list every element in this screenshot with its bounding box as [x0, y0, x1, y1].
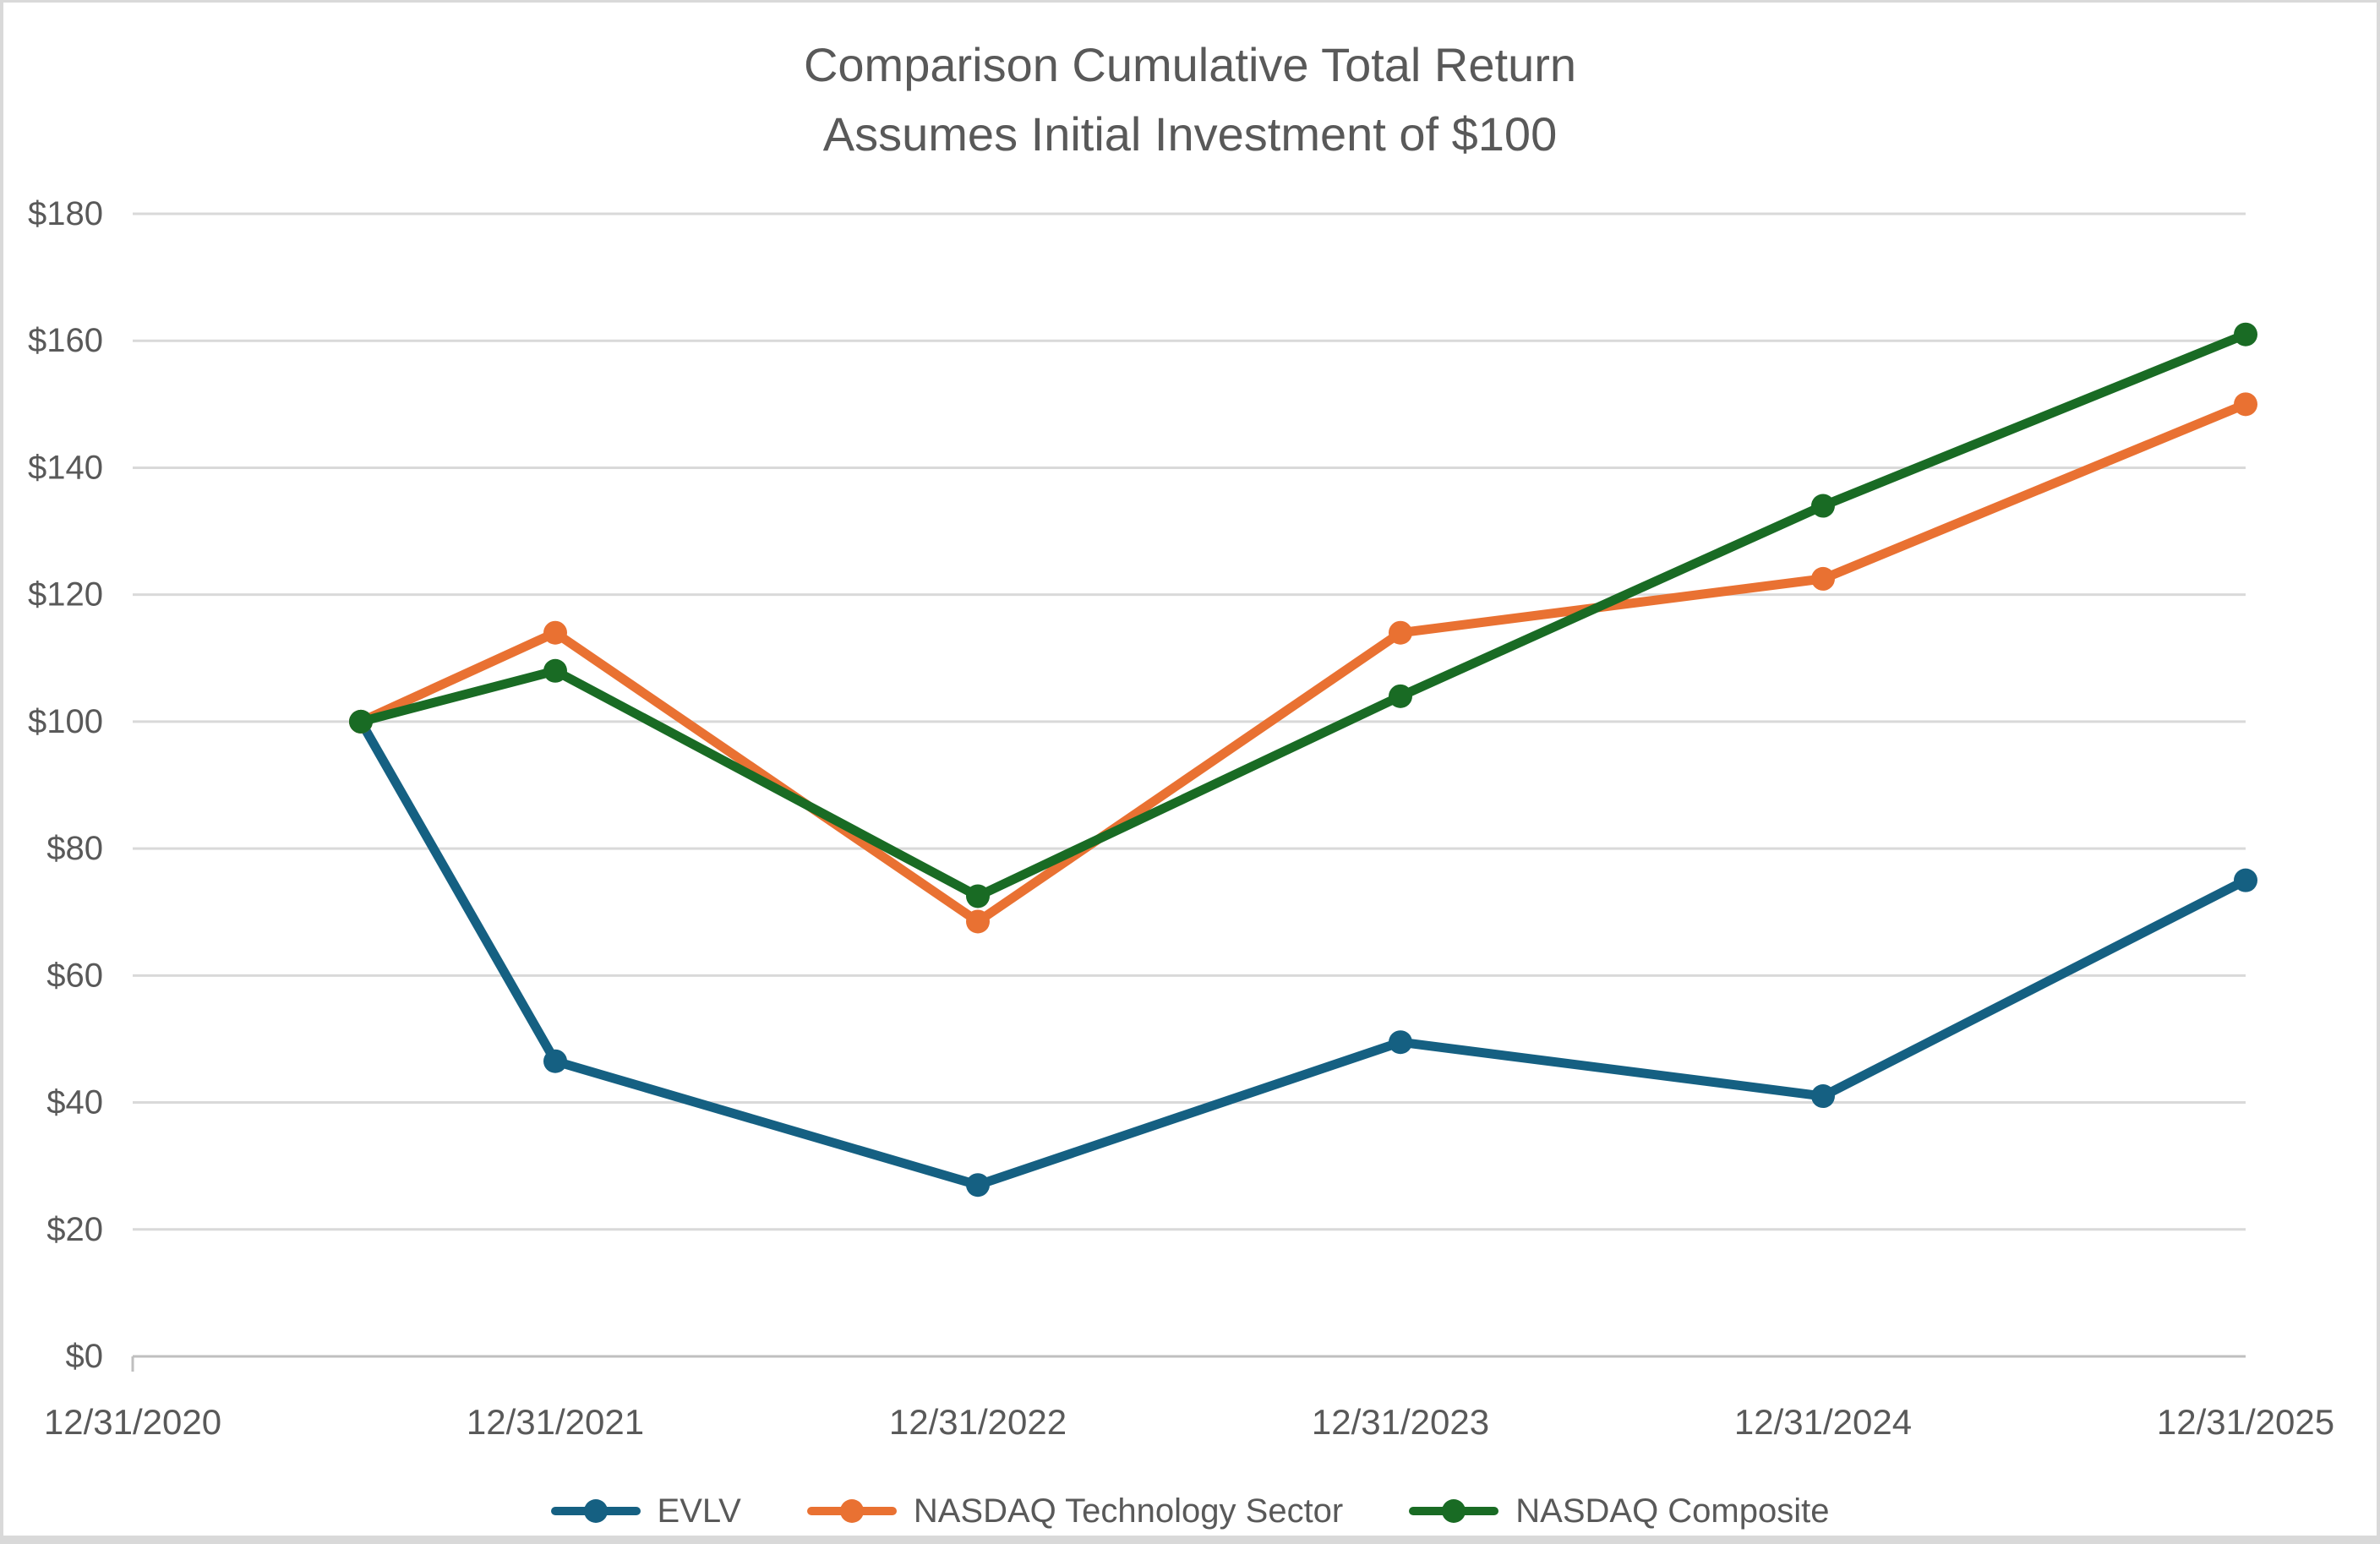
chart-title-line1: Comparison Cumulative Total Return: [803, 38, 1577, 91]
y-axis-label: $160: [28, 322, 103, 359]
legend-item-nasdaq-technology-sector: NASDAQ Technology Sector: [806, 1492, 1344, 1530]
data-point-nasdaq-technology-sector: [1389, 620, 1412, 645]
y-axis-label: $140: [28, 449, 103, 486]
series-line-evlv: [356, 717, 2251, 1190]
data-point-nasdaq-composite: [2234, 322, 2257, 346]
x-axis-label: 12/31/2021: [467, 1402, 644, 1442]
data-point-nasdaq-technology-sector: [543, 620, 567, 645]
legend-label: EVLV: [657, 1492, 741, 1530]
x-axis-label: 12/31/2023: [1312, 1402, 1489, 1442]
legend-label: NASDAQ Composite: [1515, 1492, 1830, 1530]
y-axis-label: $100: [28, 703, 103, 740]
y-axis-label: $180: [28, 195, 103, 232]
series-line-nasdaq-composite: [356, 330, 2251, 901]
y-axis-label: $0: [66, 1338, 104, 1375]
legend-item-nasdaq-composite: NASDAQ Composite: [1409, 1492, 1829, 1530]
y-axis-label: $40: [46, 1084, 103, 1121]
y-axis-label: $20: [46, 1211, 103, 1248]
chart-title-line2: Assumes Initial Investment of $100: [822, 107, 1558, 161]
data-point-evlv: [966, 1173, 990, 1198]
x-axis-label: 12/31/2025: [2157, 1402, 2334, 1442]
data-point-nasdaq-composite: [1811, 494, 1835, 518]
y-axis-label: $60: [46, 957, 103, 994]
y-axis-label: $80: [46, 830, 103, 867]
data-point-evlv: [2234, 868, 2257, 892]
x-axis-label: 12/31/2022: [889, 1402, 1067, 1442]
chart-title: Comparison Cumulative Total Return Assum…: [0, 30, 2380, 169]
legend-marker-icon: [806, 1498, 897, 1524]
legend-marker-icon: [1409, 1498, 1499, 1524]
data-point-evlv: [1811, 1084, 1835, 1109]
chart-legend: EVLV NASDAQ Technology Sector NASDAQ Com…: [0, 1484, 2380, 1538]
data-point-evlv: [543, 1049, 567, 1073]
data-point-nasdaq-technology-sector: [966, 909, 990, 934]
series-line-nasdaq-technology-sector: [356, 399, 2251, 926]
data-point-nasdaq-composite: [349, 709, 373, 734]
legend-marker-icon: [550, 1498, 641, 1524]
x-axis-label: 12/31/2024: [1734, 1402, 1912, 1442]
data-point-nasdaq-technology-sector: [1811, 566, 1835, 591]
data-point-evlv: [1389, 1030, 1412, 1055]
legend-label: NASDAQ Technology Sector: [913, 1492, 1344, 1530]
x-axis-label: 12/31/2020: [44, 1402, 221, 1442]
data-point-nasdaq-technology-sector: [2234, 392, 2257, 417]
legend-item-evlv: EVLV: [550, 1492, 741, 1530]
data-point-nasdaq-composite: [966, 884, 990, 908]
data-point-nasdaq-composite: [543, 658, 567, 683]
y-axis-label: $120: [28, 576, 103, 614]
data-point-nasdaq-composite: [1389, 684, 1412, 708]
